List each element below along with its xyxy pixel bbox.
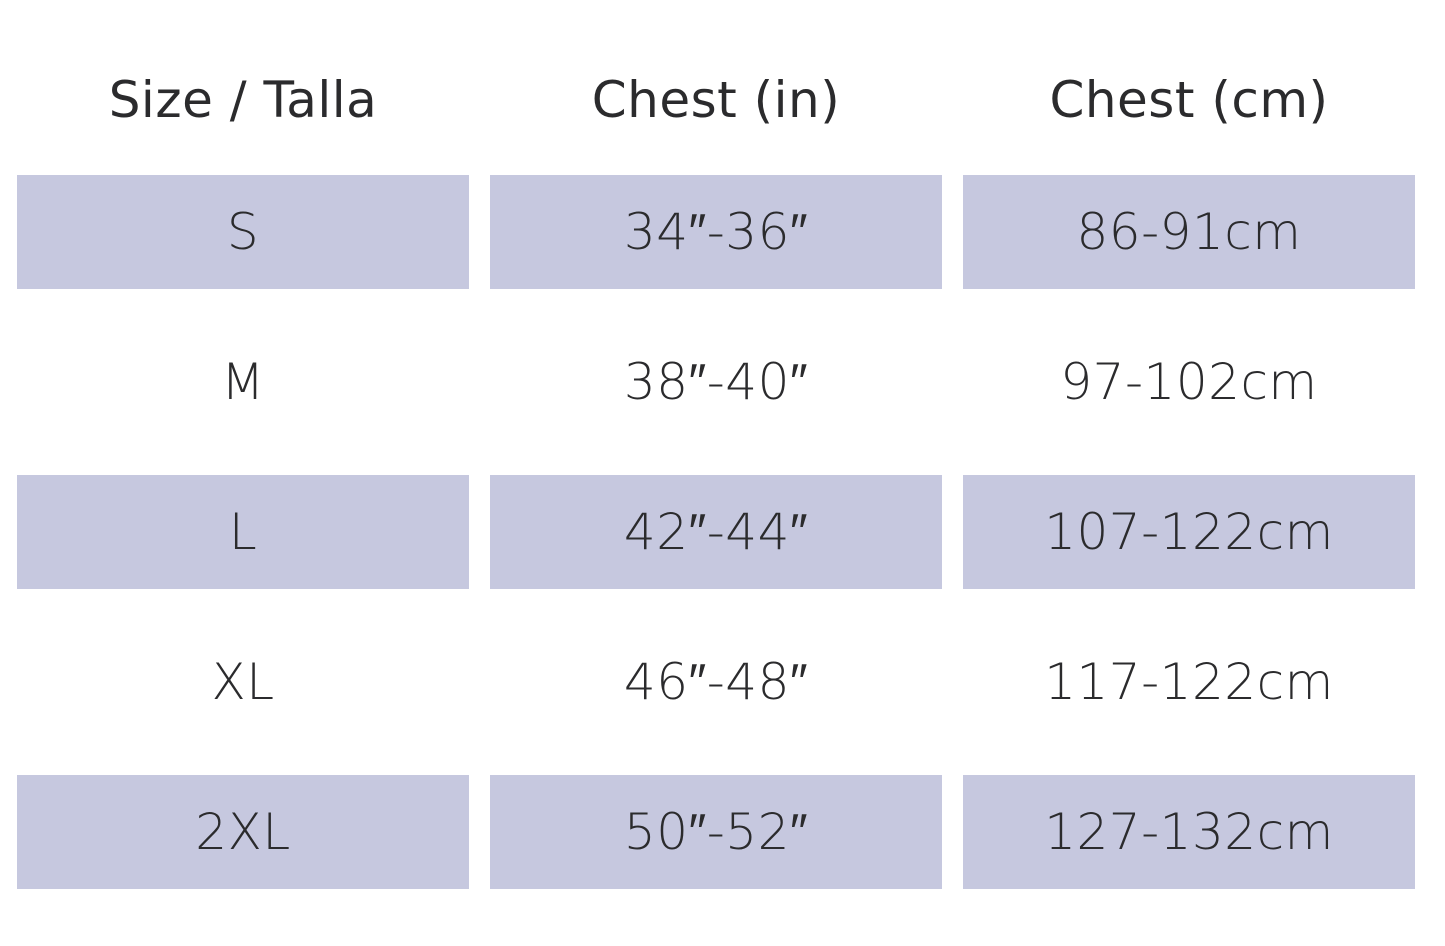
cell-chest-in: 50″-52″ bbox=[490, 775, 942, 889]
cell-size: M bbox=[221, 353, 265, 411]
cell-chest-cm: 117-122cm bbox=[1044, 653, 1334, 711]
cell-chest-cm: 86-91cm bbox=[963, 175, 1415, 289]
cell-size: 2XL bbox=[17, 775, 469, 889]
header-size: Size / Talla bbox=[108, 71, 378, 129]
cell-size: XL bbox=[211, 653, 275, 711]
cell-chest-cm: 127-132cm bbox=[963, 775, 1415, 889]
cell-chest-cm: 107-122cm bbox=[963, 475, 1415, 589]
cell-chest-in: 46″-48″ bbox=[623, 653, 809, 711]
header-chest-in: Chest (in) bbox=[591, 71, 841, 129]
cell-chest-in: 42″-44″ bbox=[490, 475, 942, 589]
cell-chest-in: 34″-36″ bbox=[490, 175, 942, 289]
cell-size: S bbox=[17, 175, 469, 289]
cell-size: L bbox=[17, 475, 469, 589]
cell-chest-in: 38″-40″ bbox=[623, 353, 809, 411]
cell-chest-cm: 97-102cm bbox=[1060, 353, 1318, 411]
header-chest-cm: Chest (cm) bbox=[1049, 71, 1329, 129]
